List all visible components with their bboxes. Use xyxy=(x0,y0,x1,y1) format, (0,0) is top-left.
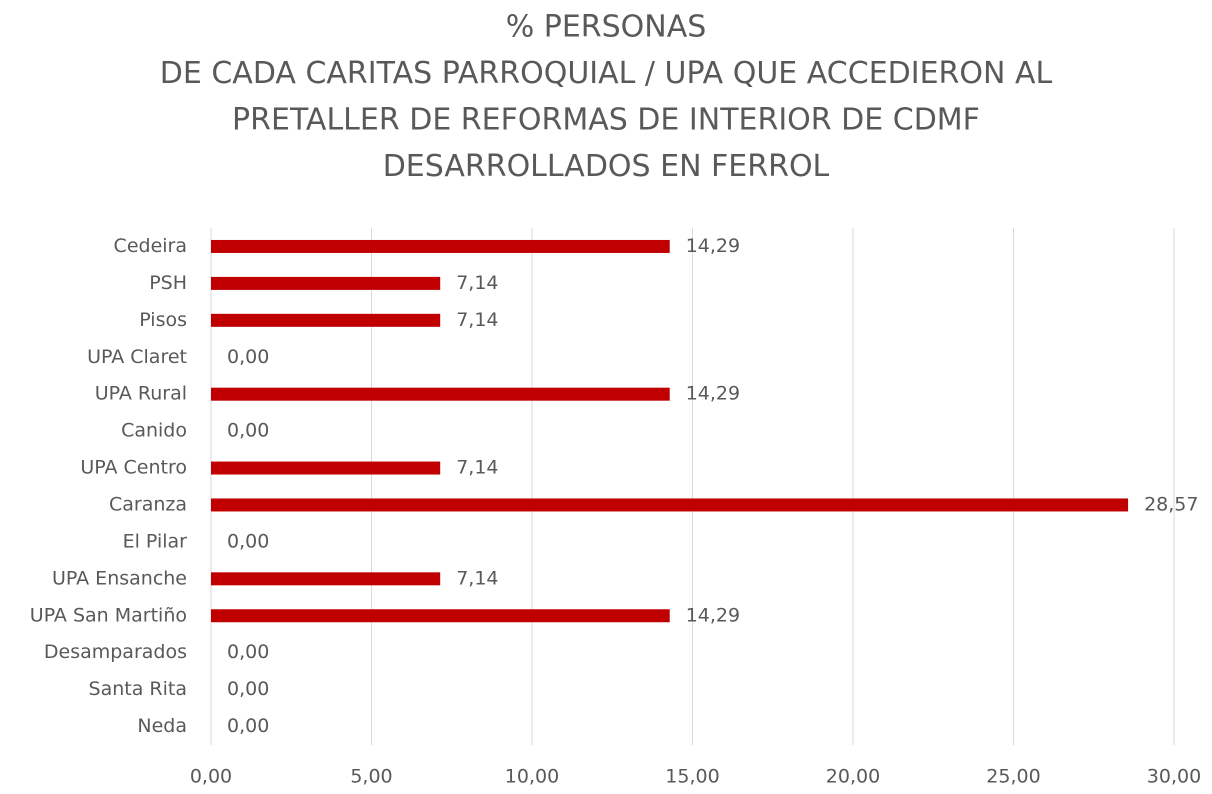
x-tick-label: 30,00 xyxy=(1147,766,1201,788)
bar xyxy=(211,498,1129,512)
x-tick-label: 20,00 xyxy=(826,766,880,788)
bar xyxy=(211,313,441,327)
x-tick-label: 15,00 xyxy=(665,766,719,788)
data-label: 14,29 xyxy=(686,235,740,257)
y-tick-label: UPA Rural xyxy=(95,383,187,405)
bar xyxy=(211,609,670,623)
bar xyxy=(211,461,441,475)
data-label: 7,14 xyxy=(456,272,498,294)
data-label: 7,14 xyxy=(456,457,498,479)
y-tick-label: Cedeira xyxy=(114,235,187,257)
data-label: 7,14 xyxy=(456,309,498,331)
x-tick-label: 25,00 xyxy=(986,766,1040,788)
data-label: 0,00 xyxy=(227,346,269,368)
x-tick-label: 0,00 xyxy=(190,766,232,788)
chart-title: % PERSONAS xyxy=(506,10,707,45)
data-label: 28,57 xyxy=(1144,493,1198,515)
y-tick-label: UPA Ensanche xyxy=(52,567,187,589)
data-label: 0,00 xyxy=(227,530,269,552)
bar xyxy=(211,276,441,290)
bar xyxy=(211,572,441,586)
data-label: 14,29 xyxy=(686,604,740,626)
y-tick-label: Pisos xyxy=(139,309,187,331)
bar xyxy=(211,387,670,401)
data-label: 0,00 xyxy=(227,641,269,663)
y-tick-label: Caranza xyxy=(109,493,187,515)
data-label: 14,29 xyxy=(686,383,740,405)
chart-title: DESARROLLADOS EN FERROL xyxy=(383,149,830,184)
y-tick-label: Desamparados xyxy=(44,641,187,663)
data-label: 7,14 xyxy=(456,567,498,589)
y-tick-label: Santa Rita xyxy=(89,678,187,700)
data-label: 0,00 xyxy=(227,715,269,737)
bar xyxy=(211,239,670,253)
chart-title: DE CADA CARITAS PARROQUIAL / UPA QUE ACC… xyxy=(160,56,1053,91)
y-tick-label: UPA San Martiño xyxy=(30,604,187,626)
y-tick-label: Neda xyxy=(137,715,187,737)
y-tick-label: UPA Claret xyxy=(87,346,187,368)
chart-title: PRETALLER DE REFORMAS DE INTERIOR DE CDM… xyxy=(232,103,980,138)
x-tick-label: 10,00 xyxy=(505,766,559,788)
y-tick-label: El Pilar xyxy=(123,530,188,552)
data-label: 0,00 xyxy=(227,420,269,442)
y-tick-label: PSH xyxy=(149,272,187,294)
y-tick-label: Canido xyxy=(121,420,187,442)
data-label: 0,00 xyxy=(227,678,269,700)
x-tick-label: 5,00 xyxy=(350,766,392,788)
y-tick-label: UPA Centro xyxy=(80,457,187,479)
